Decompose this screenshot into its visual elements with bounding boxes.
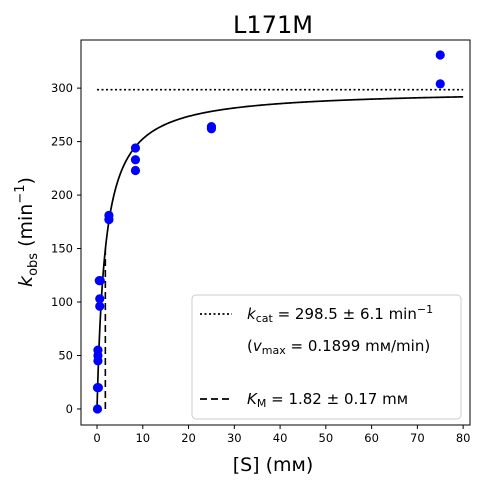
plot-area <box>92 50 464 414</box>
y-tick-label: 100 <box>51 295 73 309</box>
legend-vmax-label: (vmax = 0.1899 mм/min) <box>247 337 430 357</box>
x-tick-label: 40 <box>273 431 288 445</box>
data-point <box>95 276 105 286</box>
data-point <box>206 124 217 134</box>
data-point <box>95 294 105 304</box>
y-tick-label: 200 <box>51 188 73 202</box>
data-point <box>93 382 103 393</box>
x-tick-label: 80 <box>456 431 471 445</box>
x-tick-label: 30 <box>227 431 242 445</box>
data-point <box>130 155 141 165</box>
x-tick-label: 20 <box>181 431 196 445</box>
fit-curve <box>96 95 464 409</box>
data-point <box>130 143 141 153</box>
y-tick-label: 300 <box>51 81 73 95</box>
legend: kcat = 298.5 ± 6.1 min−1 (vmax = 0.1899 … <box>191 294 462 420</box>
x-axis: 0 10 20 30 40 50 60 70 80 <box>93 425 470 445</box>
data-point <box>93 345 103 355</box>
x-tick-label: 0 <box>93 431 100 445</box>
chart-title: L171M <box>233 11 313 39</box>
legend-kcat-label: kcat = 298.5 ± 6.1 min−1 <box>247 303 433 325</box>
data-point <box>95 301 105 311</box>
y-axis-label: kobs (min−1) <box>13 177 41 287</box>
x-tick-label: 70 <box>410 431 425 445</box>
x-tick-label: 60 <box>364 431 379 445</box>
y-tick-label: 0 <box>66 402 73 416</box>
x-tick-label: 10 <box>135 431 150 445</box>
y-tick-label: 250 <box>51 135 73 149</box>
x-axis-label: [S] (mм) <box>233 454 314 476</box>
data-point <box>104 215 114 225</box>
x-tick-label: 50 <box>319 431 334 445</box>
data-point <box>130 165 141 176</box>
legend-box <box>191 294 462 420</box>
plot-frame <box>80 39 471 426</box>
y-axis: 0 50 100 150 200 250 300 <box>51 81 81 416</box>
y-tick-label: 150 <box>51 242 73 256</box>
data-point <box>435 79 445 89</box>
y-tick-label: 50 <box>58 348 73 362</box>
legend-km-label: KM = 1.82 ± 0.17 mм <box>247 390 408 410</box>
data-point <box>92 404 103 414</box>
data-point <box>435 50 445 60</box>
